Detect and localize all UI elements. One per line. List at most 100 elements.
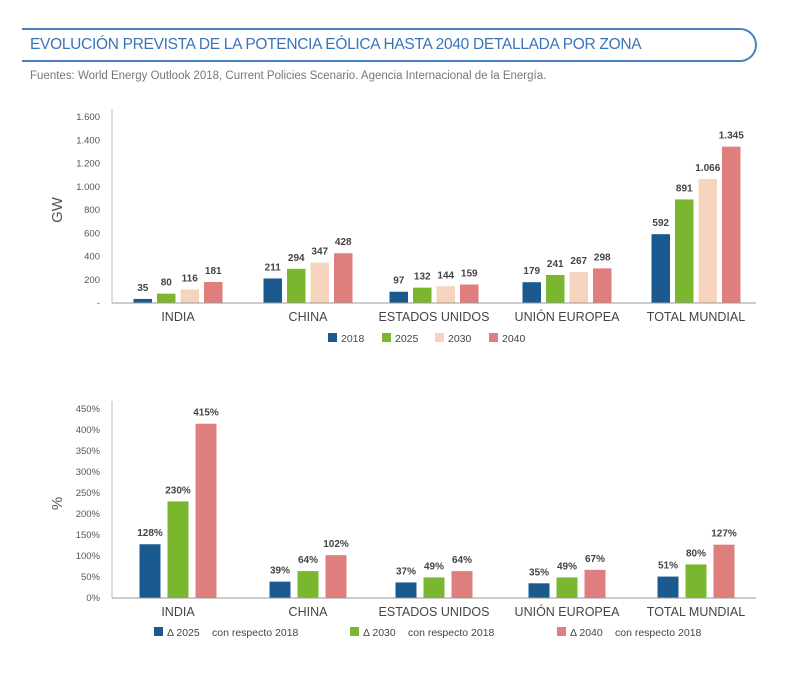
data-label: 35 — [137, 283, 149, 294]
x-tick-label: TOTAL MUNDIAL — [647, 605, 745, 619]
bar-2025-1 — [287, 268, 306, 303]
data-label: 80 — [161, 278, 173, 289]
bar-2040-3 — [593, 268, 612, 303]
bar-2030-4 — [698, 179, 717, 303]
legend-suffix: con respecto 2018 — [615, 627, 702, 639]
data-label: 64% — [298, 555, 318, 566]
bar-2025-2 — [413, 287, 432, 303]
data-label: 102% — [323, 539, 349, 550]
data-label: 64% — [452, 555, 472, 566]
x-tick-label: UNIÓN EUROPEA — [515, 604, 621, 619]
bar-2040-1 — [334, 253, 353, 303]
bar-2040-4 — [713, 544, 735, 598]
legend-swatch — [557, 627, 566, 636]
y-tick-label: 450% — [76, 404, 101, 415]
bar-2030-2 — [423, 577, 445, 598]
data-label: 49% — [557, 561, 577, 572]
x-tick-label: UNIÓN EUROPEA — [515, 309, 621, 324]
bar-2018-1 — [263, 278, 282, 303]
legend-suffix: con respecto 2018 — [212, 627, 299, 639]
y-tick-label: 0% — [86, 593, 100, 604]
data-label: 181 — [205, 266, 222, 277]
x-tick-label: ESTADOS UNIDOS — [379, 605, 490, 619]
bar-2040-1 — [325, 555, 347, 598]
title-frame — [22, 28, 757, 62]
data-label: 67% — [585, 554, 605, 565]
y-tick-label: 50% — [81, 572, 101, 583]
bar-2018-3 — [522, 282, 541, 303]
y-tick-label: 200 — [84, 275, 100, 286]
bar-2025-4 — [657, 576, 679, 598]
chart-gw: - 200 400 600 800 1.000 1.200 1.400 1.600 GW 35 80 1… — [49, 109, 756, 345]
legend-suffix: con respecto 2018 — [408, 627, 495, 639]
x-tick-label: ESTADOS UNIDOS — [379, 310, 490, 324]
x-tick-label: CHINA — [289, 605, 329, 619]
data-label: 80% — [686, 548, 706, 559]
bar-2030-2 — [436, 286, 455, 303]
bar-2025-3 — [546, 274, 565, 303]
bar-2040-0 — [195, 423, 217, 598]
bar-2025-4 — [675, 199, 694, 303]
bar-2030-3 — [569, 271, 588, 303]
chart-percent: 0% 50% 100% 150% 200% 250% 300% 350% 400% 450%% 12… — [49, 401, 756, 639]
legend-label: Δ 2040 — [570, 627, 603, 639]
data-label: 39% — [270, 566, 290, 577]
source-note: Fuentes: World Energy Outlook 2018, Curr… — [30, 70, 547, 82]
y-tick-label: 1.400 — [76, 135, 100, 146]
bar-2030-4 — [685, 564, 707, 598]
data-label: 298 — [594, 252, 611, 263]
bar-2018-4 — [651, 234, 670, 303]
bar-2030-0 — [180, 289, 199, 303]
bar-2040-2 — [460, 284, 479, 303]
y-tick-label: 150% — [76, 530, 101, 541]
legend-swatch — [382, 333, 391, 342]
legend-swatch — [328, 333, 337, 342]
legend-swatch — [350, 627, 359, 636]
bar-2025-1 — [269, 581, 291, 598]
data-label: 37% — [396, 566, 416, 577]
data-label: 35% — [529, 567, 549, 578]
y-tick-label: 800 — [84, 205, 100, 216]
data-label: 127% — [711, 529, 737, 540]
y-tick-label: 1.600 — [76, 112, 100, 123]
data-label: 116 — [182, 274, 199, 285]
data-label: 179 — [523, 266, 540, 277]
data-label: 241 — [547, 259, 564, 270]
bar-2018-2 — [389, 291, 408, 303]
data-label: 1.345 — [719, 131, 744, 142]
chart-title: EVOLUCIÓN PREVISTA DE LA POTENCIA EÓLICA… — [30, 36, 642, 53]
data-label: 97 — [393, 276, 405, 287]
data-label: 49% — [424, 561, 444, 572]
data-label: 267 — [570, 256, 587, 267]
data-label: 592 — [652, 218, 669, 229]
y-axis-label: GW — [49, 196, 66, 223]
x-tick-label: INDIA — [161, 310, 195, 324]
y-tick-label: 250% — [76, 488, 101, 499]
bar-2030-3 — [556, 577, 578, 598]
y-tick-label: 1.200 — [76, 159, 100, 170]
legend-swatch — [435, 333, 444, 342]
bar-2018-0 — [133, 298, 152, 303]
data-label: 294 — [288, 253, 305, 264]
legend-label: 2030 — [448, 333, 472, 345]
bar-2040-2 — [451, 571, 473, 598]
x-tick-label: TOTAL MUNDIAL — [647, 310, 745, 324]
data-label: 211 — [265, 262, 282, 273]
data-label: 132 — [414, 272, 431, 283]
y-tick-label: 400 — [84, 252, 100, 263]
x-tick-label: INDIA — [161, 605, 195, 619]
bar-2030-1 — [297, 571, 319, 598]
y-tick-label: 200% — [76, 509, 101, 520]
bar-2040-3 — [584, 569, 606, 598]
y-tick-label: - — [97, 298, 100, 309]
bar-2040-4 — [722, 146, 741, 303]
legend-label: 2040 — [502, 333, 526, 345]
legend-label: Δ 2025 — [167, 627, 200, 639]
legend-label: 2018 — [341, 333, 365, 345]
data-label: 415% — [193, 408, 219, 419]
data-label: 51% — [658, 561, 678, 572]
y-tick-label: 600 — [84, 228, 100, 239]
y-tick-label: 1.000 — [76, 182, 100, 193]
y-tick-label: 100% — [76, 551, 101, 562]
data-label: 347 — [311, 247, 328, 258]
